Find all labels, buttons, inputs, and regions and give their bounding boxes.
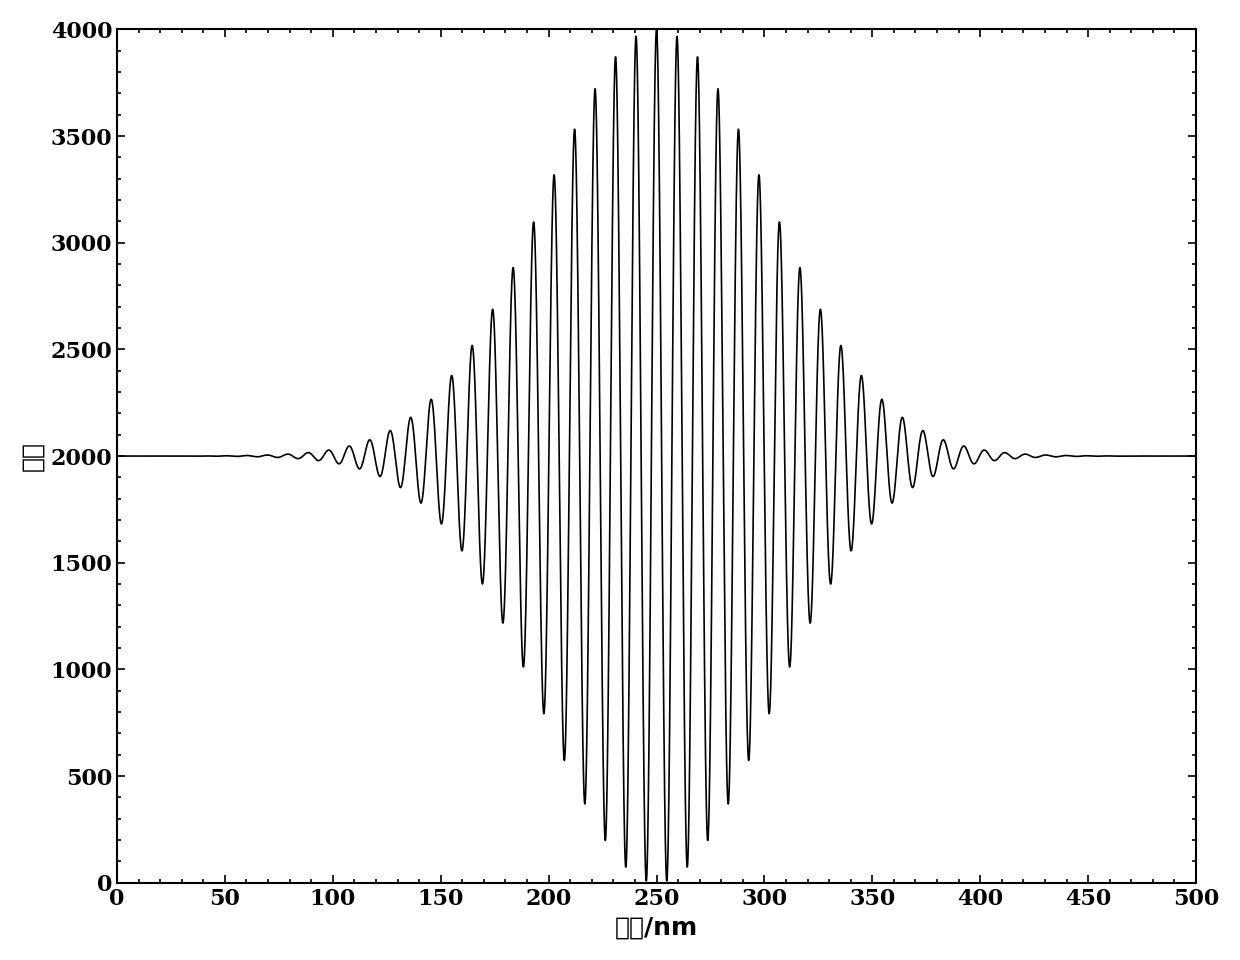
Y-axis label: 强度: 强度 bbox=[21, 441, 45, 471]
X-axis label: 位移/nm: 位移/nm bbox=[615, 915, 698, 939]
